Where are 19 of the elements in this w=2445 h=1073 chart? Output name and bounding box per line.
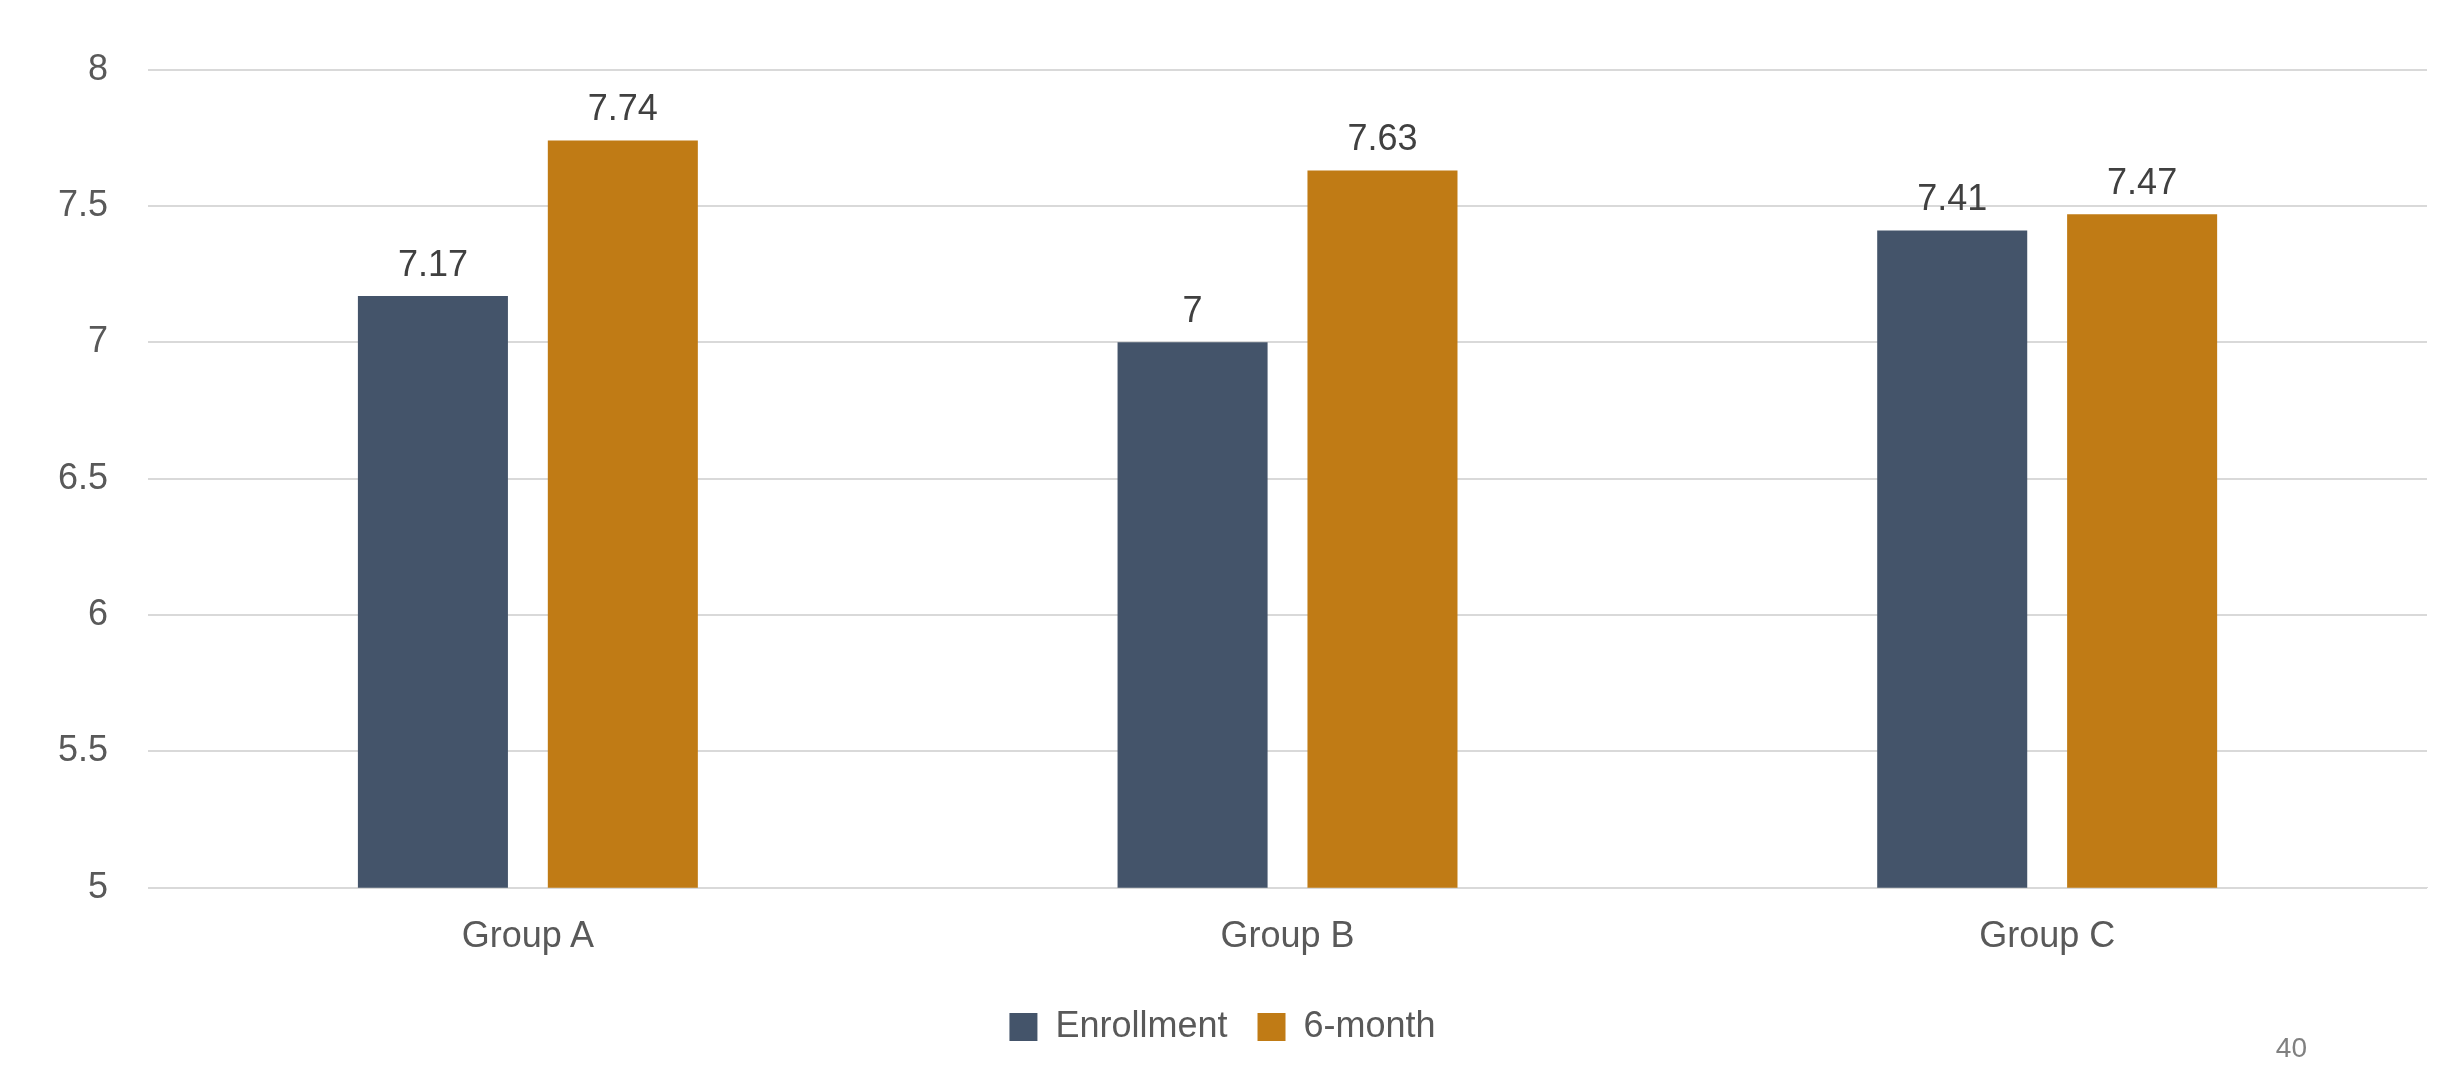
data-label: 7.17: [397, 242, 468, 284]
legend-label: 6-month: [1303, 1003, 1436, 1045]
y-tick-label: 6: [88, 591, 109, 633]
y-tick-label: 5.5: [58, 728, 109, 770]
y-tick-label: 5: [88, 864, 109, 906]
x-tick-label: Group A: [461, 914, 594, 956]
y-tick-label: 7: [88, 319, 109, 361]
y-tick-label: 8: [88, 46, 109, 88]
y-tick-label: 7.5: [58, 182, 109, 224]
x-tick-label: Group B: [1220, 914, 1355, 956]
data-label: 7.74: [587, 87, 658, 129]
data-label: 7: [1182, 289, 1203, 331]
x-tick-label: Group C: [1979, 914, 2116, 956]
data-label: 7.41: [1917, 177, 1988, 219]
data-label: 7.47: [2107, 161, 2178, 203]
legend-label: Enrollment: [1055, 1003, 1228, 1045]
text: 40: [2275, 1031, 2307, 1063]
data-label: 7.63: [1347, 117, 1418, 159]
y-tick-label: 6.5: [58, 455, 109, 497]
